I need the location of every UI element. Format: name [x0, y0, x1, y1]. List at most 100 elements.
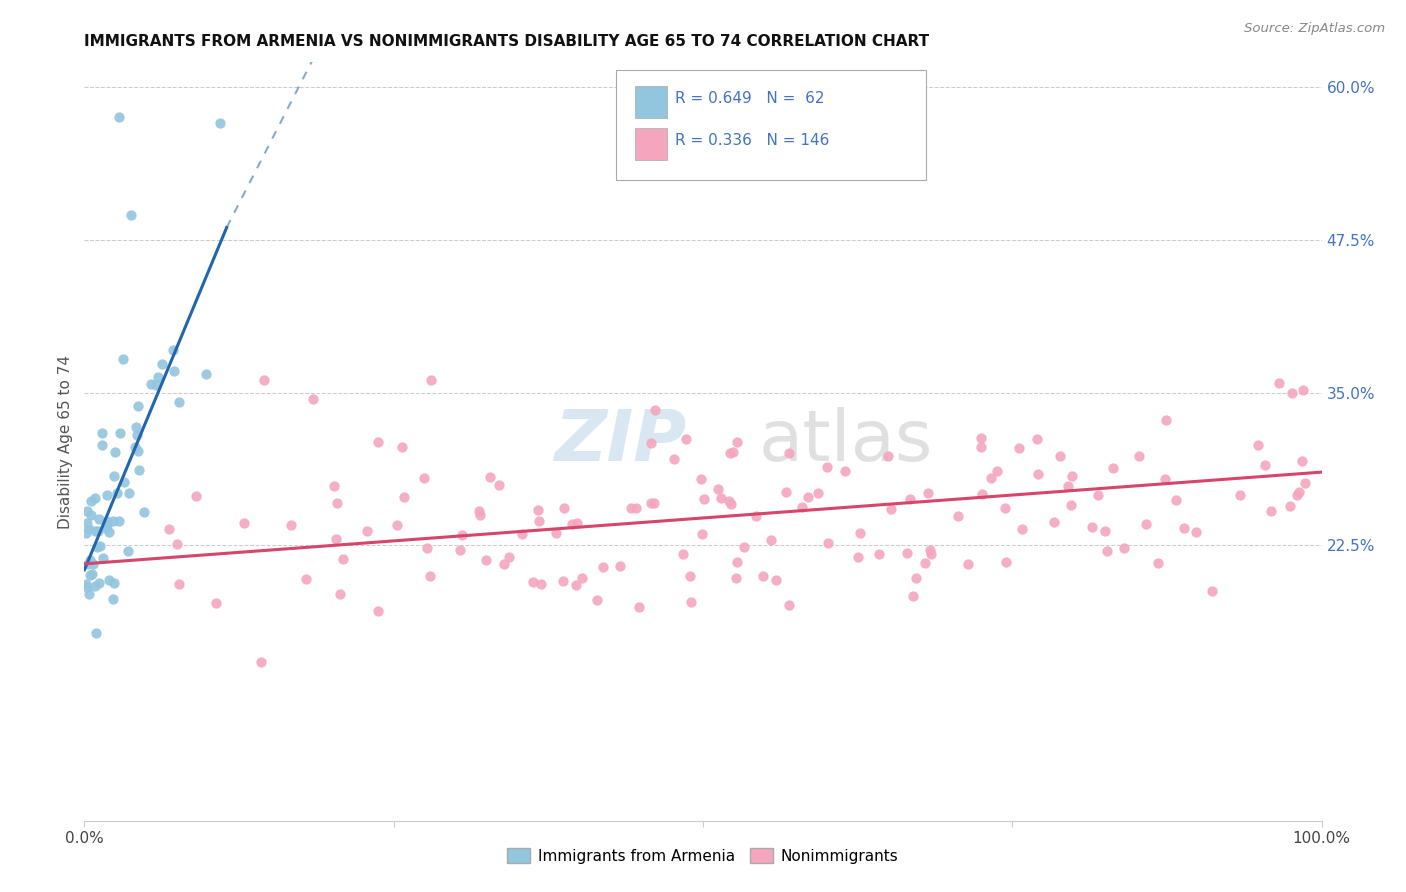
Point — [139, 376, 162, 391]
Point — [84, 626, 107, 640]
Point — [125, 420, 148, 434]
Point — [778, 598, 800, 612]
Point — [679, 595, 702, 609]
Point — [76, 581, 98, 595]
Point — [986, 464, 1008, 478]
Point — [302, 392, 325, 406]
Point — [546, 525, 568, 540]
Point — [84, 491, 107, 505]
Point — [725, 555, 748, 569]
Point — [96, 488, 118, 502]
Point — [162, 343, 184, 357]
Point — [620, 500, 643, 515]
Point — [134, 505, 156, 519]
Point — [690, 472, 713, 486]
Point — [367, 434, 389, 449]
Point — [797, 490, 820, 504]
Point — [84, 579, 107, 593]
Point — [76, 504, 98, 518]
Point — [75, 526, 97, 541]
Point — [586, 593, 609, 607]
Point — [167, 577, 190, 591]
Point — [101, 514, 124, 528]
Point — [792, 500, 814, 514]
Point — [87, 575, 110, 590]
Point — [1056, 479, 1078, 493]
Point — [527, 502, 550, 516]
Point — [96, 518, 118, 533]
Point — [671, 547, 693, 561]
Point — [77, 522, 100, 536]
Point — [117, 544, 139, 558]
Point — [87, 524, 110, 539]
Point — [80, 508, 103, 522]
Point — [249, 655, 271, 669]
Point — [91, 426, 114, 441]
Point — [918, 542, 941, 557]
Point — [1060, 498, 1083, 512]
Point — [391, 440, 413, 454]
Point — [970, 431, 993, 445]
Point — [103, 469, 125, 483]
Legend: Immigrants from Armenia, Nonimmigrants: Immigrants from Armenia, Nonimmigrants — [502, 842, 904, 870]
Point — [720, 497, 742, 511]
Point — [108, 514, 131, 528]
Point — [145, 378, 167, 392]
Point — [1135, 516, 1157, 531]
Point — [356, 524, 378, 538]
Point — [995, 555, 1018, 569]
Point — [385, 518, 408, 533]
Point — [1201, 584, 1223, 599]
Point — [1102, 461, 1125, 475]
Point — [751, 569, 773, 583]
Point — [104, 445, 127, 459]
Point — [1081, 520, 1104, 534]
Point — [994, 500, 1017, 515]
Point — [896, 546, 918, 560]
Point — [82, 566, 104, 581]
Point — [834, 464, 856, 478]
Point — [723, 444, 745, 458]
Point — [707, 483, 730, 497]
Point — [89, 512, 111, 526]
Point — [77, 557, 100, 571]
Point — [94, 521, 117, 535]
Point — [103, 575, 125, 590]
Point — [956, 558, 979, 572]
Point — [127, 399, 149, 413]
Point — [128, 463, 150, 477]
Point — [553, 501, 575, 516]
Point — [1229, 488, 1251, 502]
Point — [105, 485, 128, 500]
Y-axis label: Disability Age 65 to 74: Disability Age 65 to 74 — [58, 354, 73, 529]
Point — [416, 541, 439, 556]
Point — [904, 571, 927, 585]
Point — [96, 514, 118, 528]
Point — [718, 445, 741, 459]
Point — [1094, 524, 1116, 538]
Point — [1043, 515, 1066, 529]
Point — [733, 541, 755, 555]
FancyBboxPatch shape — [616, 70, 925, 180]
Point — [970, 487, 993, 501]
Point — [329, 587, 352, 601]
Point — [498, 550, 520, 565]
Point — [419, 569, 441, 583]
Point — [112, 475, 135, 490]
Point — [97, 524, 120, 539]
Point — [468, 508, 491, 522]
Point — [877, 449, 900, 463]
Point — [449, 543, 471, 558]
Point — [1285, 488, 1308, 502]
Point — [662, 451, 685, 466]
Point — [295, 572, 318, 586]
Point — [124, 440, 146, 454]
Point — [917, 486, 939, 500]
Point — [412, 471, 434, 485]
Point — [1147, 556, 1170, 570]
Point — [97, 574, 120, 588]
Point — [1154, 472, 1177, 486]
Point — [759, 533, 782, 547]
Point — [79, 567, 101, 582]
Point — [609, 559, 631, 574]
